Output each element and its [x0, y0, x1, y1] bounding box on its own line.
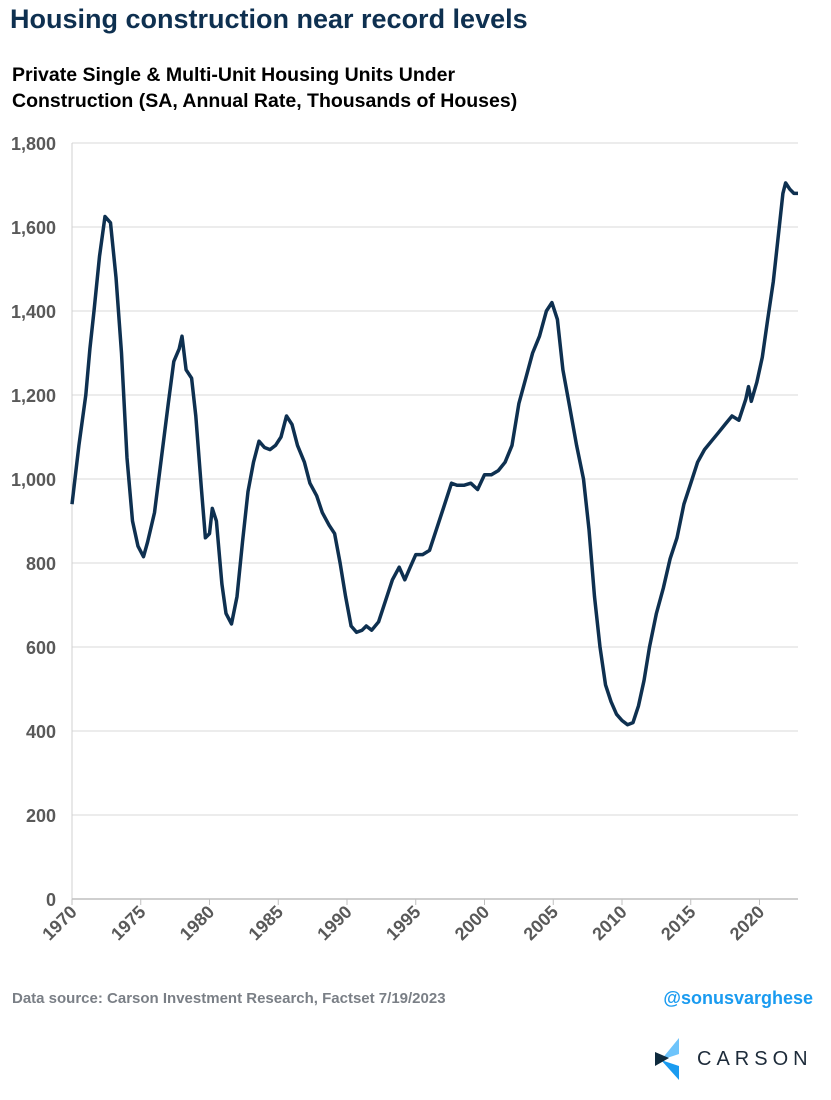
social-handle: @sonusvarghese: [663, 988, 813, 1008]
y-tick-label: 1,000: [11, 470, 56, 490]
subtitle-line-1: Private Single & Multi-Unit Housing Unit…: [12, 64, 456, 86]
series-line: [70, 181, 798, 727]
y-tick-label: 600: [26, 638, 56, 658]
x-tick-label: 2015: [657, 902, 699, 944]
gridlines: [72, 142, 798, 816]
logo-text: CARSON: [697, 1048, 813, 1070]
carson-logo: CARSON: [655, 1038, 815, 1080]
line-chart: 0 200 400 600 800 1,000 1,200 1,400 1,600 1,800 1…: [11, 134, 798, 944]
x-tick-label: 1975: [107, 902, 149, 944]
x-tick-label: 2010: [588, 902, 630, 944]
y-tick-label: 1,200: [11, 386, 56, 406]
x-tick-label: 1985: [245, 902, 287, 944]
x-tick-label: 1990: [313, 902, 355, 944]
chart-subtitle: Private Single & Multi-Unit Housing Unit…: [12, 62, 517, 114]
x-tick-label: 1980: [176, 902, 218, 944]
y-tick-label: 1,600: [11, 218, 56, 238]
y-tick-label: 800: [26, 554, 56, 574]
y-axis: 0 200 400 600 800 1,000 1,200 1,400 1,600 1,800: [11, 134, 73, 910]
data-source: Data source: Carson Investment Research,…: [12, 990, 446, 1007]
y-tick-label: 0: [46, 890, 56, 910]
y-tick-label: 400: [26, 722, 56, 742]
carson-logo-icon: [655, 1038, 679, 1080]
y-tick-label: 200: [26, 806, 56, 826]
y-tick-label: 1,400: [11, 302, 56, 322]
x-tick-label: 1995: [382, 902, 424, 944]
x-tick-label: 2020: [726, 902, 768, 944]
page-title: Housing construction near record levels: [10, 4, 528, 34]
x-axis: 1970 1975 1980 1985 1990 1995 2000 2005 2010 2015…: [38, 898, 798, 944]
y-tick-label: 1,800: [11, 134, 56, 154]
x-tick-label: 2005: [520, 902, 562, 944]
x-tick-label: 1970: [38, 902, 80, 944]
subtitle-line-2: Construction (SA, Annual Rate, Thousands…: [12, 90, 518, 112]
x-tick-label: 2000: [451, 902, 493, 944]
